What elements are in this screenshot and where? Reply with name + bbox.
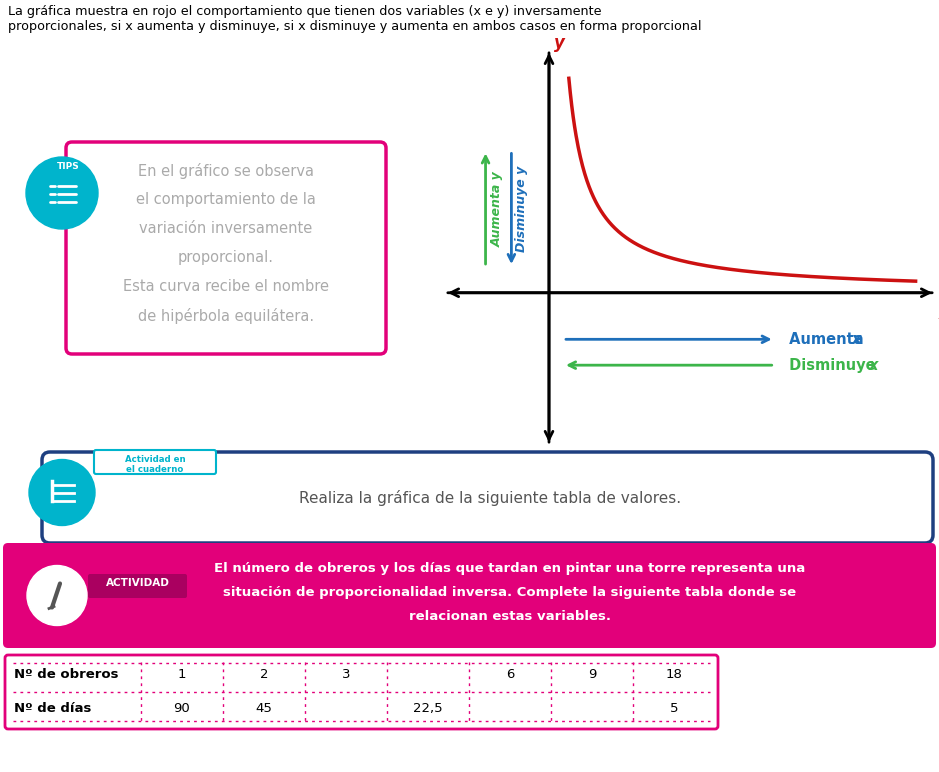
Circle shape — [27, 566, 87, 625]
Text: situación de proporcionalidad inversa. Complete la siguiente tabla donde se: situación de proporcionalidad inversa. C… — [223, 586, 796, 599]
FancyBboxPatch shape — [88, 574, 187, 598]
Text: 45: 45 — [255, 702, 272, 715]
Text: 3: 3 — [342, 668, 350, 681]
Text: proporcional.: proporcional. — [178, 250, 274, 265]
Text: 1: 1 — [177, 668, 186, 681]
Circle shape — [29, 459, 95, 526]
FancyBboxPatch shape — [94, 450, 216, 474]
Text: Aumenta: Aumenta — [784, 332, 869, 347]
Text: Nº de obreros: Nº de obreros — [14, 668, 118, 681]
Text: En el gráfico se observa: En el gráfico se observa — [138, 163, 314, 179]
Text: Actividad en
el cuaderno: Actividad en el cuaderno — [125, 455, 185, 475]
Text: x: x — [869, 357, 878, 373]
Text: El número de obreros y los días que tardan en pintar una torre representa una: El número de obreros y los días que tard… — [214, 562, 806, 575]
FancyBboxPatch shape — [3, 543, 936, 648]
Text: Disminuye y: Disminuye y — [515, 165, 528, 252]
FancyBboxPatch shape — [42, 452, 933, 543]
Text: 2: 2 — [260, 668, 269, 681]
Text: TIPS: TIPS — [56, 162, 80, 171]
Text: ACTIVIDAD: ACTIVIDAD — [106, 578, 170, 588]
Text: Nº de días: Nº de días — [14, 702, 91, 715]
FancyBboxPatch shape — [5, 655, 718, 729]
Text: y: y — [554, 34, 565, 52]
Text: 6: 6 — [506, 668, 515, 681]
FancyBboxPatch shape — [66, 142, 386, 354]
Text: variación inversamente: variación inversamente — [139, 221, 313, 236]
Text: 18: 18 — [666, 668, 683, 681]
Text: La gráfica muestra en rojo el comportamiento que tienen dos variables (x e y) in: La gráfica muestra en rojo el comportami… — [8, 5, 602, 18]
Text: Aumenta y: Aumenta y — [491, 171, 504, 246]
Text: proporcionales, si x aumenta y disminuye, si x disminuye y aumenta en ambos caso: proporcionales, si x aumenta y disminuye… — [8, 20, 701, 33]
Text: el comportamiento de la: el comportamiento de la — [136, 192, 316, 207]
Text: Disminuye: Disminuye — [784, 357, 881, 373]
Text: 22,5: 22,5 — [413, 702, 443, 715]
Text: de hipérbola equilátera.: de hipérbola equilátera. — [138, 308, 314, 324]
Text: relacionan estas variables.: relacionan estas variables. — [409, 610, 611, 623]
Circle shape — [26, 157, 98, 229]
Text: Esta curva recibe el nombre: Esta curva recibe el nombre — [123, 279, 329, 294]
Text: x: x — [852, 332, 861, 347]
Text: 5: 5 — [670, 702, 678, 715]
Text: Realiza la gráfica de la siguiente tabla de valores.: Realiza la gráfica de la siguiente tabla… — [299, 490, 681, 506]
Text: 90: 90 — [174, 702, 191, 715]
Text: 9: 9 — [588, 668, 596, 681]
